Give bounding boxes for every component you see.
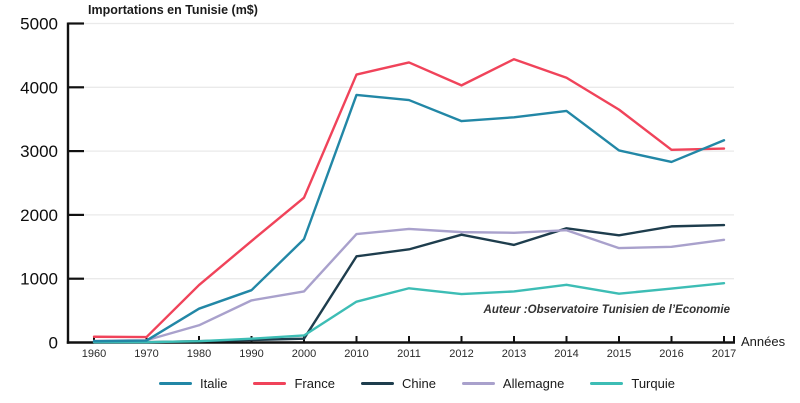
x-tick-label: 2010 (344, 348, 368, 360)
tick-labels: 0 1000 2000 3000 4000 5000 1960 1970 1980 1990 200… (20, 15, 736, 361)
series-line-allemagne (92, 227, 726, 343)
legend-line-swatch (360, 382, 394, 385)
y-tick-label: 0 (49, 334, 58, 353)
legend-item-france: France (253, 376, 335, 391)
x-tick-label: 2014 (554, 348, 578, 360)
y-tick-label: 4000 (20, 78, 58, 97)
series-line-italie (92, 93, 726, 343)
legend-label: Turquie (631, 376, 675, 391)
y-tick-label: 5000 (20, 15, 58, 34)
x-tick-label: 1970 (134, 348, 158, 360)
series-line-turquie (92, 281, 726, 344)
legend-item-turquie: Turquie (590, 376, 675, 391)
x-tick-label: 2000 (292, 348, 316, 360)
legend-label: France (294, 376, 335, 391)
legend-label: Chine (401, 376, 436, 391)
y-tick-label: 2000 (20, 206, 58, 225)
x-axis-label: Années (741, 334, 786, 349)
y-tick-label: 1000 (20, 270, 58, 289)
legend-line-swatch (461, 382, 495, 385)
y-tick-label: 3000 (20, 142, 58, 161)
x-tick-label: 2015 (607, 348, 631, 360)
legend-line-swatch (253, 382, 287, 385)
legend-label: Allemagne (502, 376, 565, 391)
series-line-chine (92, 223, 726, 344)
x-tick-label: 2013 (502, 348, 526, 360)
x-tick-label: 1980 (187, 348, 211, 360)
x-tick-label: 2012 (449, 348, 473, 360)
chart-title: Importations en Tunisie (m$) (88, 3, 258, 17)
x-tick-label: 2017 (712, 348, 736, 360)
legend-line-swatch (159, 382, 193, 385)
legend-label: Italie (200, 376, 228, 391)
x-tick-label: 2011 (397, 348, 421, 360)
legend-line-swatch (590, 382, 624, 385)
chart-legend: Italie France Chine Allemagne Turquie (0, 376, 800, 391)
x-tick-label: 2016 (659, 348, 683, 360)
x-tick-label: 1960 (82, 348, 106, 360)
legend-item-chine: Chine (360, 376, 436, 391)
axes (66, 22, 735, 344)
legend-item-allemagne: Allemagne (461, 376, 565, 391)
x-tick-label: 1990 (239, 348, 263, 360)
gridlines (68, 22, 734, 280)
author-annotation: Auteur :Observatoire Tunisien de l’Econo… (483, 304, 730, 316)
legend-item-italie: Italie (159, 376, 227, 391)
series-line-france (92, 58, 726, 339)
